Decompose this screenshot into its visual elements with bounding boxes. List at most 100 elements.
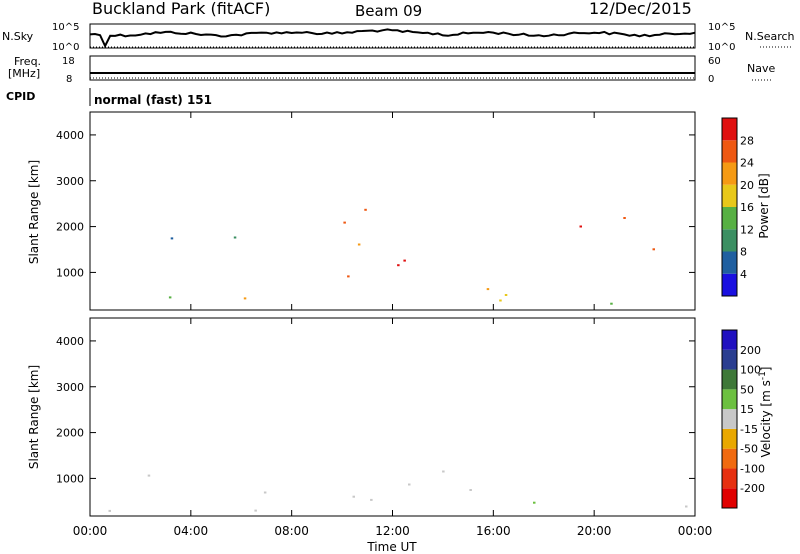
colorbar-swatch <box>722 184 737 207</box>
x-tick-label: 16:00 <box>476 524 511 538</box>
colorbar-swatch <box>722 162 737 185</box>
colorbar-swatch <box>722 349 737 370</box>
heatmap-cell <box>357 243 361 246</box>
velocity-colorbar-label: Velocity [m s-1] <box>758 367 773 458</box>
y-tick-label: 4000 <box>56 335 84 348</box>
colorbar-tick-label: -15 <box>740 423 758 436</box>
colorbar-tick-label: -200 <box>740 482 765 495</box>
colorbar-tick-label: 28 <box>740 134 754 147</box>
nsky-trace <box>89 28 696 49</box>
heatmap-cell <box>170 237 174 240</box>
heatmap-cell <box>504 294 508 296</box>
colorbar-swatch <box>722 273 737 296</box>
cpid-label: CPID <box>6 90 35 103</box>
heatmap-cell <box>352 495 355 498</box>
power-heatmap <box>168 208 655 305</box>
freq-strip: Freq. [MHz] 18 8 60 0 Nave <box>8 55 775 85</box>
y-tick-label: 4000 <box>56 129 84 142</box>
heatmap-cell <box>579 225 582 228</box>
colorbar-swatch <box>722 468 737 489</box>
freq-tick-bottom: 8 <box>66 74 72 85</box>
colorbar-swatch <box>722 229 737 252</box>
heatmap-cell <box>263 491 267 494</box>
colorbar-tick-label: 15 <box>740 403 754 416</box>
velocity-colorbar-label-main: Velocity [m s <box>759 380 773 457</box>
colorbar-swatch <box>722 369 737 390</box>
heatmap-cell <box>469 489 472 491</box>
y-tick-label: 2000 <box>56 221 84 234</box>
colorbar-swatch <box>722 207 737 230</box>
time-axis-title: Time UT <box>366 540 417 554</box>
colorbar-tick-label: 100 <box>740 364 761 377</box>
power-ylabel: Slant Range [km] <box>27 160 41 264</box>
heatmap-cell <box>364 208 367 211</box>
heatmap-cell <box>623 217 626 219</box>
colorbar-swatch <box>722 428 737 449</box>
heatmap-cell <box>397 264 400 267</box>
colorbar-tick-label: -100 <box>740 462 765 475</box>
heatmap-cell <box>233 236 237 239</box>
colorbar-tick-label: -50 <box>740 443 758 456</box>
power-frame <box>89 111 696 311</box>
cpid-value: normal (fast) 151 <box>94 93 212 107</box>
nsky-tick-top: 10^5 <box>52 22 79 33</box>
colorbar-swatch <box>722 488 737 508</box>
colorbar-tick-label: 8 <box>740 246 747 259</box>
beam-label: Beam 09 <box>355 2 422 20</box>
power-colorbar: 4 8 12 16 20 24 28 Power [dB] <box>721 117 771 297</box>
velocity-colorbar-label-exp: -1 <box>758 371 768 380</box>
y-tick-label: 2000 <box>56 427 84 440</box>
colorbar-swatch <box>722 251 737 274</box>
heatmap-cell <box>408 483 411 486</box>
power-colorbar-label: Power [dB] <box>757 173 771 238</box>
freq-unit: [MHz] <box>8 67 40 80</box>
colorbar-tick-label: 24 <box>740 157 754 170</box>
x-tick-label: 08:00 <box>274 524 309 538</box>
heatmap-cell <box>370 498 373 501</box>
colorbar-tick-label: 12 <box>740 223 754 236</box>
velocity-colorbar-frame <box>721 329 738 509</box>
velocity-frame <box>89 317 696 517</box>
x-tick-label: 04:00 <box>174 524 209 538</box>
heatmap-cell <box>685 505 688 508</box>
y-tick-label: 1000 <box>56 266 84 279</box>
date-label: 12/Dec/2015 <box>589 0 692 18</box>
x-tick-label: 20:00 <box>577 524 612 538</box>
time-axis-labels: 00:00 04:00 08:00 12:00 16:00 20:00 00:00 <box>73 524 713 538</box>
colorbar-swatch <box>722 118 737 141</box>
colorbar-tick-label: 50 <box>740 383 754 396</box>
heatmap-cell <box>499 299 502 302</box>
velocity-colorbar: 200 100 50 15 -15 -50 -100 -200 Velocity [m s-1… <box>721 329 773 509</box>
heatmap-cell <box>343 221 346 224</box>
colorbar-tick-label: 200 <box>740 344 761 357</box>
heatmap-cell <box>147 474 151 477</box>
heatmap-cell <box>108 509 111 512</box>
x-tick-label: 00:00 <box>73 524 108 538</box>
heatmap-cell <box>403 259 406 262</box>
freq-label: Freq. <box>14 55 41 68</box>
nsky-tick-bottom: 10^0 <box>52 42 79 53</box>
heatmap-cell <box>243 297 247 300</box>
velocity-ylabel: Slant Range [km] <box>27 365 41 469</box>
power-colorbar-frame <box>721 117 738 297</box>
y-tick-label: 3000 <box>56 381 84 394</box>
nsearch-tick-bottom: 10^0 <box>708 42 735 53</box>
power-panel: 1000 2000 3000 4000 Slant Range [km] <box>27 111 696 311</box>
colorbar-swatch <box>722 140 737 163</box>
heatmap-cell <box>610 302 613 305</box>
nsearch-tick-top: 10^5 <box>708 22 735 33</box>
station-title: Buckland Park (fitACF) <box>92 0 270 18</box>
nsearch-label: N.Search <box>745 30 795 43</box>
heatmap-cell <box>254 509 257 512</box>
noise-strip: N.Sky 10^5 10^0 10^5 10^0 N.Search <box>2 22 795 53</box>
colorbar-swatch <box>722 389 737 410</box>
nave-tick-bottom: 0 <box>708 74 714 85</box>
colorbar-swatch <box>722 330 737 350</box>
heatmap-cell <box>347 275 350 278</box>
velocity-heatmap <box>108 470 688 512</box>
nsky-label: N.Sky <box>2 30 34 43</box>
colorbar-swatch <box>722 409 737 429</box>
heatmap-cell <box>486 288 490 291</box>
colorbar-tick-label: 4 <box>740 268 747 281</box>
